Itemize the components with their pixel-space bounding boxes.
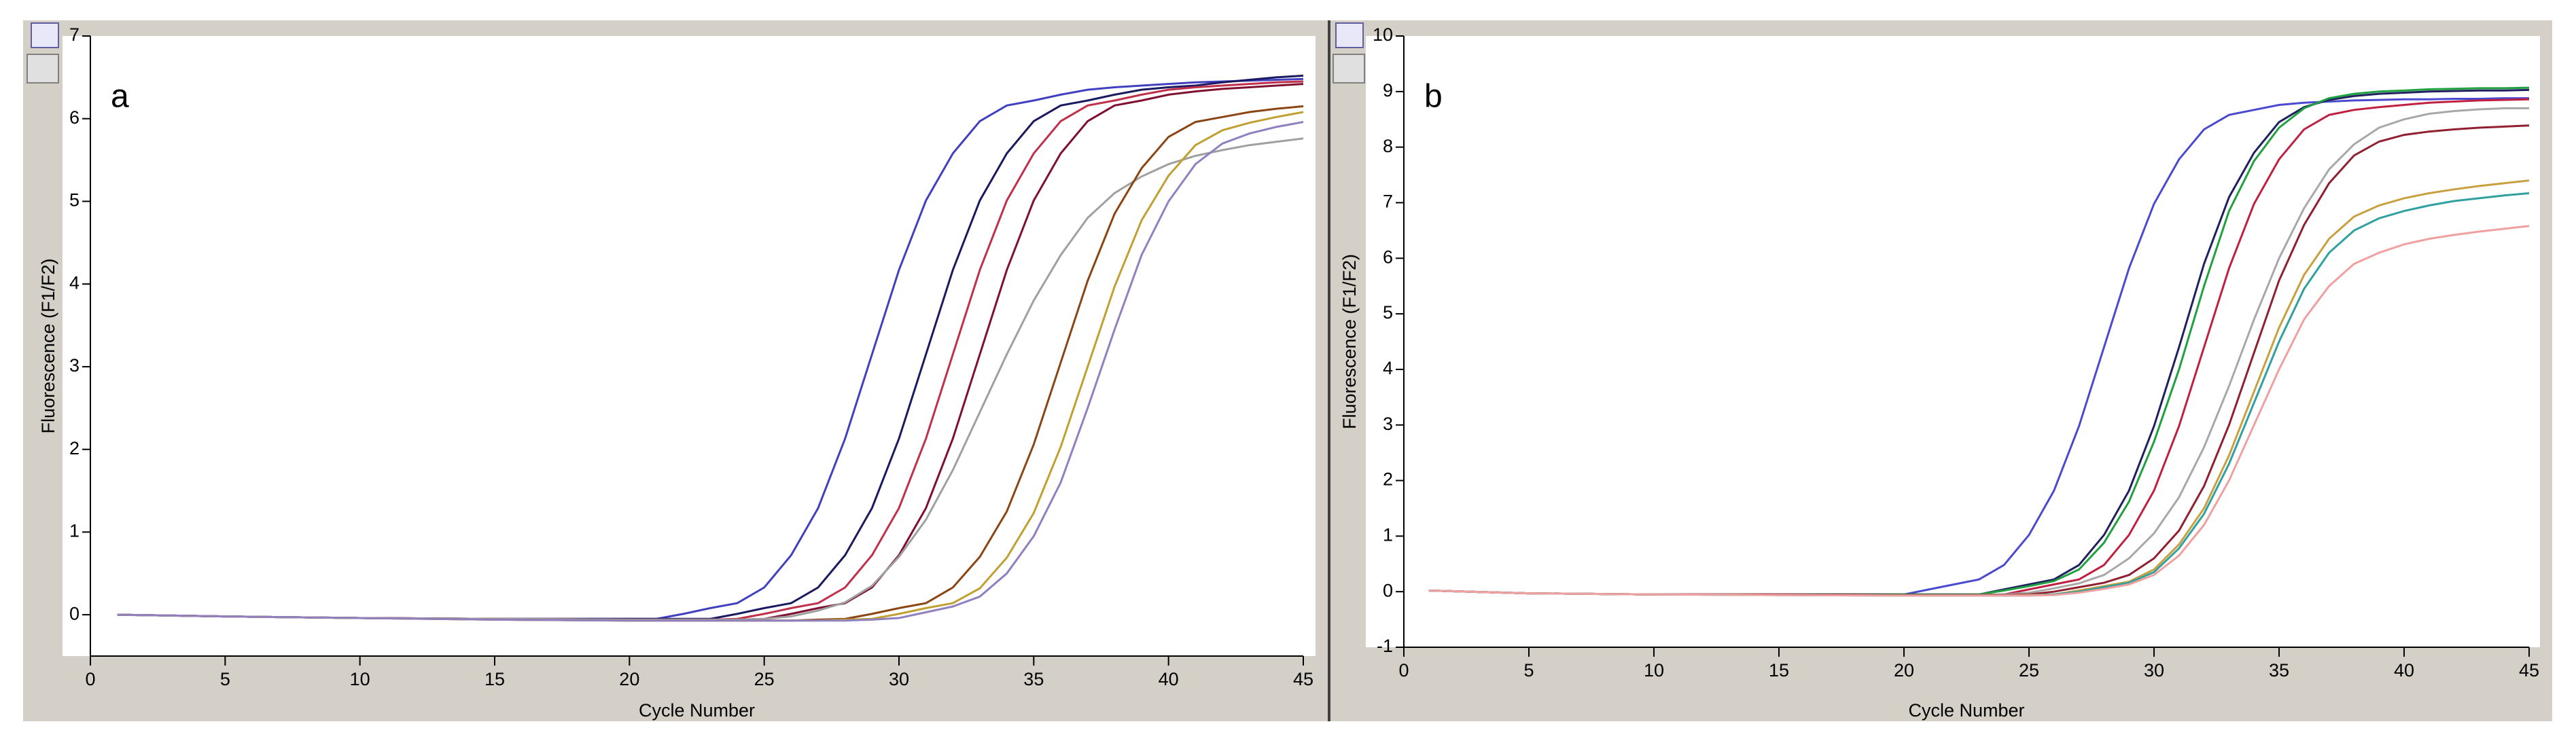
panel-label: b [1424,79,1443,115]
x-tick-label: 0 [85,669,95,689]
amplification-curve [117,121,1304,622]
x-tick-label: 45 [2519,660,2539,681]
y-tick-label: -1 [1377,636,1393,656]
y-tick-label: 2 [1383,469,1393,490]
y-tick-label: 3 [1383,414,1393,434]
x-tick-label: 10 [1644,660,1664,681]
x-tick-label: 40 [1159,669,1179,689]
y-tick-label: 2 [69,438,80,458]
x-tick-label: 0 [1398,660,1409,681]
amplification-curve [1428,225,2530,597]
x-tick-label: 45 [1293,669,1313,689]
y-tick-label: 1 [69,521,80,541]
y-axis-label: Fluorescence (F1/F2) [38,258,58,433]
panel-label: a [111,79,129,115]
y-tick-label: 1 [1383,524,1393,545]
x-tick-label: 25 [2019,660,2039,681]
y-tick-label: 10 [1373,24,1393,45]
amplification-curve [1428,97,2529,596]
x-axis-label: Cycle Number [1908,700,2024,721]
y-tick-label: 0 [1383,580,1393,600]
y-tick-label: 6 [69,107,80,128]
x-tick-label: 20 [619,669,639,689]
toolbar-button[interactable] [1333,54,1365,84]
x-tick-label: 30 [2144,660,2164,681]
y-tick-label: 4 [69,272,80,293]
x-tick-label: 5 [1523,660,1534,681]
x-tick-label: 25 [754,669,775,689]
x-tick-label: 20 [1894,660,1914,681]
x-tick-label: 35 [1023,669,1044,689]
y-tick-label: 4 [1383,358,1393,378]
y-axis-label: Fluorescence (F1/F2) [1339,254,1360,429]
x-tick-label: 30 [889,669,909,689]
y-tick-label: 6 [1383,247,1393,267]
x-tick-label: 15 [484,669,505,689]
y-tick-label: 3 [69,355,80,376]
chart-icon[interactable] [31,22,59,48]
plot-area [1366,36,2540,647]
x-tick-label: 35 [2269,660,2289,681]
x-tick-label: 40 [2394,660,2414,681]
y-tick-label: 0 [69,603,80,623]
y-tick-label: 5 [69,190,80,211]
y-tick-label: 5 [1383,302,1393,323]
y-tick-label: 8 [1383,136,1393,156]
chart-icon[interactable] [1335,22,1364,48]
y-tick-label: 9 [1383,80,1393,101]
toolbar-button[interactable] [27,54,59,84]
y-tick-label: 7 [1383,192,1393,212]
x-tick-label: 10 [350,669,370,689]
plot-area [63,36,1316,656]
y-tick-label: 7 [69,24,80,45]
x-axis-label: Cycle Number [639,700,755,721]
x-tick-label: 5 [220,669,230,689]
x-tick-label: 15 [1769,660,1789,681]
